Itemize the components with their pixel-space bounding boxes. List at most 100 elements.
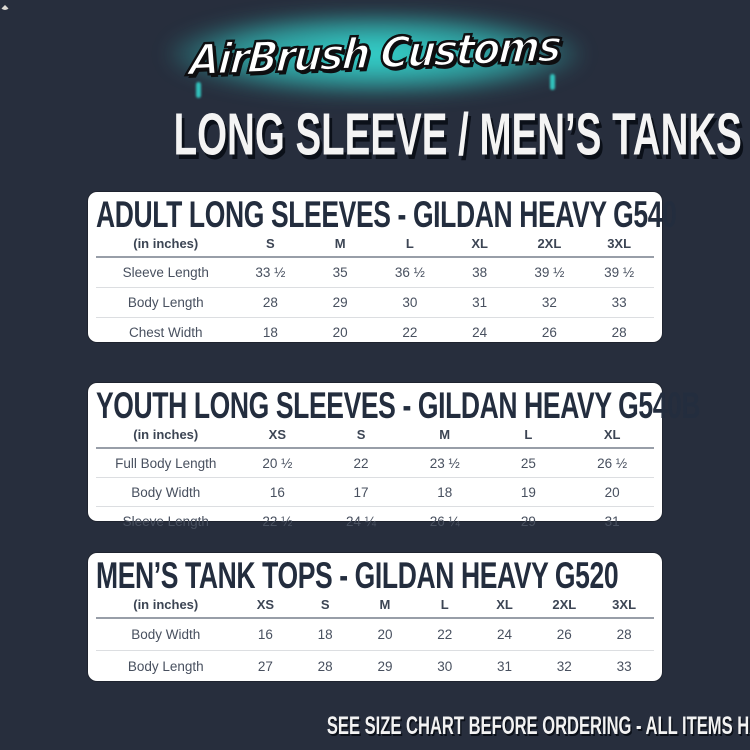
- table-title: MEN’S TANK TOPS - GILDAN HEAVY G520: [96, 555, 654, 597]
- size-column-header: S: [266, 236, 275, 251]
- measurement-label: Body Width: [131, 627, 201, 642]
- measurement-row: Body Width 16 18 20 22 24 26 28: [96, 618, 654, 651]
- unit-label: (in inches): [133, 236, 199, 251]
- measurement-value: 32: [556, 659, 572, 674]
- measurement-value: 20 ½: [262, 455, 293, 471]
- measurement-value: 23 ½: [429, 455, 460, 471]
- measurement-value: 32: [541, 295, 557, 310]
- size-table: (in inches) XS S M L XL 2XL 3XL Body Width 16 18 2…: [96, 594, 654, 682]
- measurement-value: 24 ¼: [346, 513, 377, 529]
- size-column-header: 2XL: [552, 597, 577, 612]
- measurement-row: Sleeve Length 22 ½ 24 ¼ 26 ¼ 29 31: [96, 506, 654, 536]
- size-column-header: S: [320, 597, 330, 612]
- size-header-row: (in inches) XS S M L XL 2XL 3XL: [96, 594, 654, 618]
- measurement-value: 38: [472, 265, 488, 280]
- measurement-label: Full Body Length: [115, 455, 217, 471]
- measurement-value: 18: [317, 627, 333, 642]
- adult-long-sleeves-size-card: ADULT LONG SLEEVES - GILDAN HEAVY G540 (…: [88, 192, 677, 342]
- measurement-value: 30: [402, 295, 418, 310]
- measurement-row: Body Width 16 17 18 19 20: [96, 477, 654, 507]
- measurement-label: Sleeve Length: [122, 265, 209, 280]
- size-header-row: (in inches) S M L XL 2XL 3XL: [96, 233, 654, 257]
- size-table: (in inches) XS S M L XL Full Body Length 20 ½ 2…: [96, 424, 654, 535]
- size-column-header: M: [334, 236, 346, 251]
- measurement-value: 19: [520, 484, 536, 500]
- size-column-header: 3XL: [607, 236, 632, 251]
- measurement-value: 22 ½: [262, 513, 293, 529]
- measurement-value: 26 ¼: [429, 513, 460, 529]
- measurement-value: 28: [611, 325, 627, 340]
- size-column-header: 3XL: [612, 597, 637, 612]
- measurement-row: Body Length 28 29 30 31 32 33: [96, 287, 654, 318]
- unit-label: (in inches): [133, 427, 199, 442]
- measurement-value: 18: [262, 325, 278, 340]
- size-column-header: XS: [256, 597, 275, 612]
- brand-logo: AirBrush Customs: [160, 4, 590, 104]
- measurement-value: 20: [332, 325, 348, 340]
- measurement-value: 24: [497, 627, 513, 642]
- measurement-label: Body Length: [127, 659, 204, 674]
- size-column-header: M: [439, 427, 451, 442]
- measurement-value: 31: [497, 659, 513, 674]
- size-column-header: XL: [496, 597, 513, 612]
- size-column-header: XS: [268, 427, 287, 442]
- measurement-value: 31: [604, 513, 620, 529]
- measurement-label: Body Length: [127, 295, 204, 310]
- measurement-value: 24: [472, 325, 488, 340]
- size-column-header: L: [524, 427, 533, 442]
- measurement-value: 33 ½: [255, 265, 286, 280]
- table-title-text: MEN’S TANK TOPS - GILDAN HEAVY G520: [96, 555, 619, 597]
- size-column-header: M: [379, 597, 391, 612]
- measurement-value: 39 ½: [604, 265, 635, 280]
- measurement-value: 33: [616, 659, 632, 674]
- measurement-row: Sleeve Length 33 ½ 35 36 ½ 38 39 ½ 39 ½: [96, 257, 654, 288]
- size-column-header: L: [440, 597, 449, 612]
- size-header-row: (in inches) XS S M L XL: [96, 424, 654, 448]
- page-title-text: LONG SLEEVE / MEN’S TANKS SIZE CHART: [173, 100, 750, 168]
- measurement-value: 20: [604, 484, 620, 500]
- measurement-row: Body Length 27 28 29 30 31 32 33: [96, 650, 654, 683]
- measurement-value: 29: [520, 513, 536, 529]
- measurement-value: 28: [616, 627, 632, 642]
- measurement-value: 20: [377, 627, 393, 642]
- mens-tank-tops-size-card: MEN’S TANK TOPS - GILDAN HEAVY G520 (in …: [88, 553, 662, 681]
- measurement-value: 28: [262, 295, 278, 310]
- size-column-header: L: [405, 236, 414, 251]
- measurement-row: Full Body Length 20 ½ 22 23 ½ 25 26 ½: [96, 448, 654, 478]
- measurement-value: 30: [437, 659, 453, 674]
- measurement-label: Sleeve Length: [122, 513, 209, 529]
- measurement-value: 22: [437, 627, 453, 642]
- measurement-value: 27: [257, 659, 273, 674]
- measurement-value: 29: [332, 295, 348, 310]
- size-column-header: XL: [603, 427, 621, 442]
- measurement-value: 26 ½: [597, 455, 628, 471]
- measurement-value: 26: [556, 627, 572, 642]
- measurement-value: 29: [377, 659, 393, 674]
- footer-note-text: SEE SIZE CHART BEFORE ORDERING - ALL ITE…: [326, 710, 750, 740]
- measurement-value: 36 ½: [394, 265, 425, 280]
- size-column-header: S: [356, 427, 366, 442]
- right-model-collar-rib: [0, 0, 10, 10]
- measurement-value: 22: [402, 325, 418, 340]
- measurement-value: 35: [332, 265, 348, 280]
- unit-label: (in inches): [133, 597, 199, 612]
- size-column-header: XL: [471, 236, 488, 251]
- measurement-value: 28: [317, 659, 333, 674]
- measurement-value: 18: [437, 484, 453, 500]
- measurement-value: 25: [520, 455, 536, 471]
- measurement-value: 17: [353, 484, 369, 500]
- measurement-value: 31: [472, 295, 488, 310]
- table-title-text: YOUTH LONG SLEEVES - GILDAN HEAVY G540B: [96, 385, 701, 427]
- spray-drip: [196, 82, 201, 98]
- page-title: LONG SLEEVE / MEN’S TANKS SIZE CHART: [0, 100, 750, 168]
- size-column-header: 2XL: [537, 236, 562, 251]
- measurement-label: Body Width: [131, 484, 201, 500]
- measurement-row: Chest Width 18 20 22 24 26 28: [96, 317, 654, 348]
- table-title: YOUTH LONG SLEEVES - GILDAN HEAVY G540B: [96, 388, 701, 425]
- measurement-value: 39 ½: [534, 265, 565, 280]
- measurement-value: 26: [541, 325, 557, 340]
- measurement-value: 16: [257, 627, 273, 642]
- youth-long-sleeves-size-card: YOUTH LONG SLEEVES - GILDAN HEAVY G540B …: [88, 383, 701, 529]
- measurement-label: Chest Width: [128, 325, 203, 340]
- table-title-text: ADULT LONG SLEEVES - GILDAN HEAVY G540: [96, 194, 677, 236]
